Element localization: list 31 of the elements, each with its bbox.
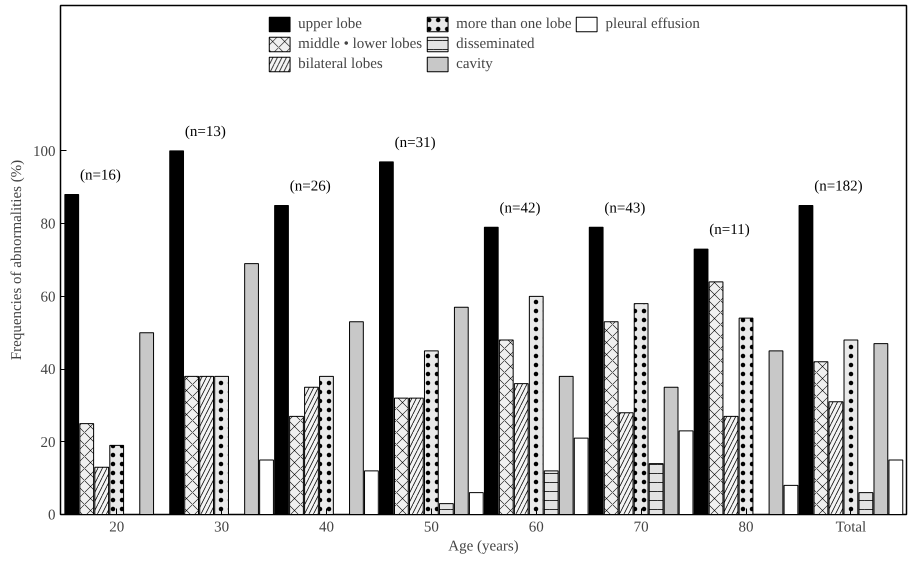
annotation: (n=26) xyxy=(290,178,331,195)
annotation: (n=182) xyxy=(814,178,863,195)
x-tick-label: 30 xyxy=(214,520,230,536)
x-tick-label: 50 xyxy=(424,520,439,536)
y-axis-title: Frequencies of abnormalities (%) xyxy=(9,160,25,360)
y-tick-label: 80 xyxy=(40,216,56,233)
annotation: (n=11) xyxy=(709,222,750,238)
x-tick-label: 60 xyxy=(528,520,544,536)
y-tick-label: 60 xyxy=(40,289,56,306)
legend-label: middle • lower lobes xyxy=(298,36,422,52)
legend-label: bilateral lobes xyxy=(298,56,383,72)
x-tick-label: 20 xyxy=(109,520,124,536)
annotation: (n=43) xyxy=(604,200,646,216)
x-tick-label: 70 xyxy=(634,520,649,536)
x-tick-label: 80 xyxy=(738,520,754,536)
legend-label: cavity xyxy=(456,56,493,72)
annotation: (n=16) xyxy=(80,168,121,184)
x-tick-label: 40 xyxy=(318,520,334,536)
annotation: (n=42) xyxy=(500,200,540,216)
x-axis-title: Age (years) xyxy=(448,538,519,554)
y-tick-label: 100 xyxy=(33,144,56,160)
y-tick-label: 40 xyxy=(40,362,56,378)
annotation: (n=31) xyxy=(394,134,436,151)
legend-label: disseminated xyxy=(456,36,534,52)
legend-label: pleural effusion xyxy=(606,16,700,32)
legend-label: upper lobe xyxy=(298,16,362,32)
y-tick-label: 20 xyxy=(40,434,56,451)
y-tick-label: 0 xyxy=(48,508,56,524)
x-tick-label: Total xyxy=(836,520,866,536)
annotation: (n=13) xyxy=(184,124,226,140)
legend-label: more than one lobe xyxy=(456,16,572,32)
